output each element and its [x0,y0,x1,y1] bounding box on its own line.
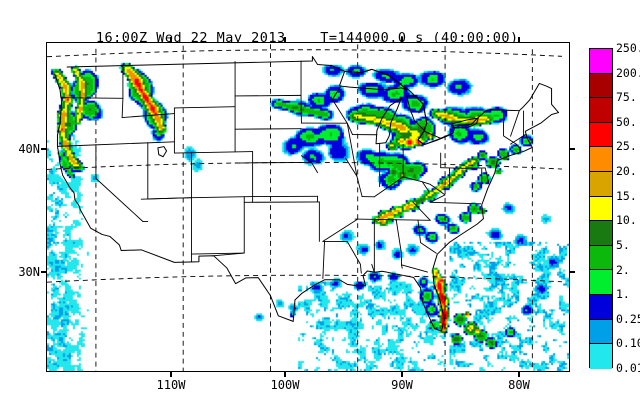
precipitation-field [47,43,569,371]
colorbar-tick-label: 1. [616,287,630,302]
colorbar-band [590,295,612,320]
x-tick-mark [401,372,403,377]
colorbar-tick-label: 15. [616,188,637,203]
y-axis-label: 40N [18,141,40,156]
colorbar-band [590,49,612,74]
colorbar-tick-label: 2. [616,262,630,277]
colorbar-band [590,270,612,296]
x-tick-mark-top [518,37,520,42]
colorbar-band [590,319,612,345]
colorbar-tick-label: 25. [616,139,637,154]
x-tick-mark-top [401,37,403,42]
colorbar-band [590,344,612,369]
x-axis-label: 80W [508,378,530,392]
colorbar-band [590,73,612,99]
x-tick-mark-top [170,37,172,42]
map-plot-area [46,42,570,372]
colorbar-band [590,147,612,173]
x-axis-label: 90W [391,378,413,392]
colorbar-tick-label: 75. [616,90,637,105]
colorbar-tick-label: 5. [616,237,630,252]
colorbar-band [590,196,612,222]
y-tick-mark [41,148,46,150]
colorbar-band [590,122,612,148]
colorbar-tick-label: 50. [616,114,637,129]
colorbar-tick-label: 0.10 [616,336,640,351]
x-axis-label: 110W [156,378,186,392]
colorbar-band [590,98,612,123]
x-axis-label: 100W [270,378,300,392]
colorbar-tick-label: 250. [616,41,640,55]
colorbar-tick-label: 200. [616,65,640,80]
y-tick-mark [41,271,46,273]
x-tick-mark-top [284,37,286,42]
y-tick-mark-right [570,148,575,150]
colorbar-band [590,172,612,197]
colorbar-tick-label: 0.25 [616,311,640,326]
y-axis-label: 30N [18,265,40,279]
colorbar-band [590,245,612,271]
colorbar-tick-label: 20. [616,164,637,179]
colorbar-tick-label: 10. [616,213,637,228]
colorbar-band [590,221,612,246]
colorbar [589,48,613,369]
x-tick-mark [170,372,172,377]
x-tick-mark [284,372,286,377]
x-tick-mark [518,372,520,377]
y-tick-mark-right [570,271,575,273]
colorbar-tick-label: 0.01 [616,361,640,375]
